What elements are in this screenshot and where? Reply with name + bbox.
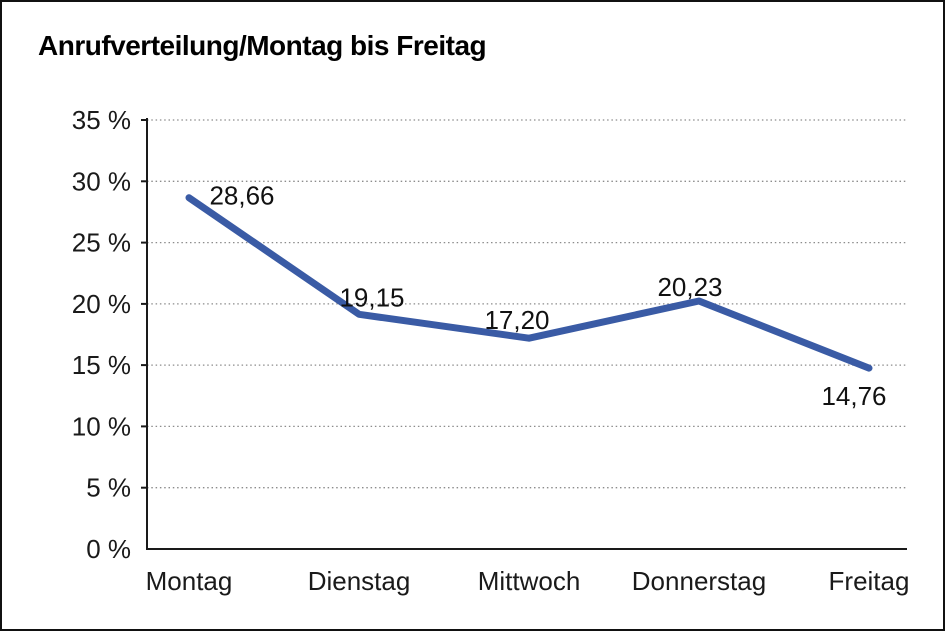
x-axis-label: Dienstag	[308, 566, 411, 596]
data-label: 14,76	[821, 381, 886, 411]
y-axis-label: 0 %	[86, 534, 131, 564]
data-label: 28,66	[209, 181, 274, 211]
y-axis-label: 35 %	[72, 105, 131, 135]
x-axis-label: Donnerstag	[632, 566, 766, 596]
y-axis-label: 30 %	[72, 166, 131, 196]
data-label: 17,20	[484, 305, 549, 335]
y-axis-label: 25 %	[72, 228, 131, 258]
data-label: 19,15	[339, 282, 404, 312]
y-axis-label: 5 %	[86, 473, 131, 503]
y-axis-label: 10 %	[72, 411, 131, 441]
series-line	[185, 194, 873, 372]
x-axis-label: Freitag	[829, 566, 910, 596]
data-label: 20,23	[657, 272, 722, 302]
chart-title: Anrufverteilung/Montag bis Freitag	[38, 30, 487, 61]
y-axis-label: 20 %	[72, 289, 131, 319]
x-axis-label: Montag	[146, 566, 233, 596]
x-axis-label: Mittwoch	[478, 566, 581, 596]
y-axis-label: 15 %	[72, 350, 131, 380]
